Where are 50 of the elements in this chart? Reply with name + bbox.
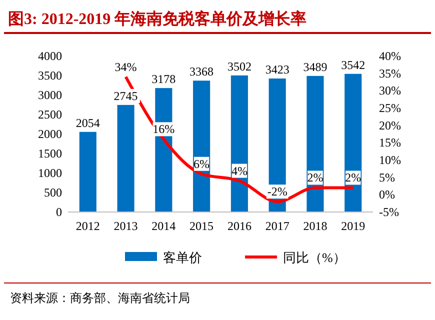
data-label: -2% — [267, 184, 288, 199]
data-label: 34% — [114, 60, 137, 74]
data-label: 16% — [152, 122, 175, 136]
data-label: 2% — [307, 170, 324, 185]
x-tick-label: 2015 — [190, 219, 214, 233]
x-tick-label: 2016 — [227, 219, 252, 233]
bar — [344, 74, 362, 212]
y-tick-label: 3000 — [38, 88, 62, 102]
x-tick-label: 2019 — [341, 219, 366, 233]
bar — [230, 75, 248, 212]
y-tick-label: 0 — [56, 205, 62, 219]
text: 资料来源：商务部、海南省统计局 — [10, 291, 190, 305]
chart-title: 图3: 2012-2019 年海南免税客单价及增长率 — [8, 9, 307, 28]
y2-tick-label: 35% — [379, 66, 401, 80]
data-label: 2054 — [76, 116, 100, 130]
y-tick-label: 3500 — [38, 68, 62, 82]
x-tick-label: 2013 — [114, 219, 138, 233]
data-label: 3489 — [303, 60, 328, 74]
y-tick-label: 4000 — [38, 49, 62, 63]
data-label: 3423 — [265, 62, 290, 77]
x-tick-label: 2012 — [76, 219, 100, 233]
y2-tick-label: 40% — [379, 49, 401, 63]
y2-tick-label: 5% — [379, 170, 395, 184]
data-label: 3178 — [152, 72, 176, 86]
y-tick-label: 2500 — [38, 108, 62, 122]
y2-tick-label: 10% — [379, 153, 401, 167]
y2-tick-label: -5% — [379, 205, 399, 219]
x-tick-label: 2017 — [265, 219, 290, 233]
y2-tick-label: 20% — [379, 118, 401, 132]
y-tick-label: 1000 — [38, 166, 62, 180]
legend-label: 同比（%） — [283, 250, 346, 265]
y-tick-label: 500 — [44, 186, 62, 200]
data-label: 3502 — [227, 59, 252, 74]
y-tick-label: 2000 — [38, 127, 62, 141]
bar — [193, 80, 210, 212]
data-label: 6% — [194, 156, 210, 171]
y2-tick-label: 0% — [379, 188, 395, 202]
data-label: 2745 — [114, 88, 138, 103]
x-tick-label: 2014 — [152, 219, 176, 233]
data-label: 3368 — [190, 64, 214, 79]
bar — [117, 104, 134, 212]
x-tick-label: 2018 — [303, 219, 328, 233]
y-tick-label: 1500 — [38, 146, 62, 160]
y2-tick-label: 15% — [379, 136, 401, 150]
bar — [79, 132, 96, 212]
y2-tick-label: 25% — [379, 101, 401, 115]
data-label: 3542 — [341, 58, 366, 72]
y2-tick-label: 30% — [379, 84, 401, 98]
bar — [306, 76, 324, 212]
legend-label: 客单价 — [163, 250, 202, 265]
